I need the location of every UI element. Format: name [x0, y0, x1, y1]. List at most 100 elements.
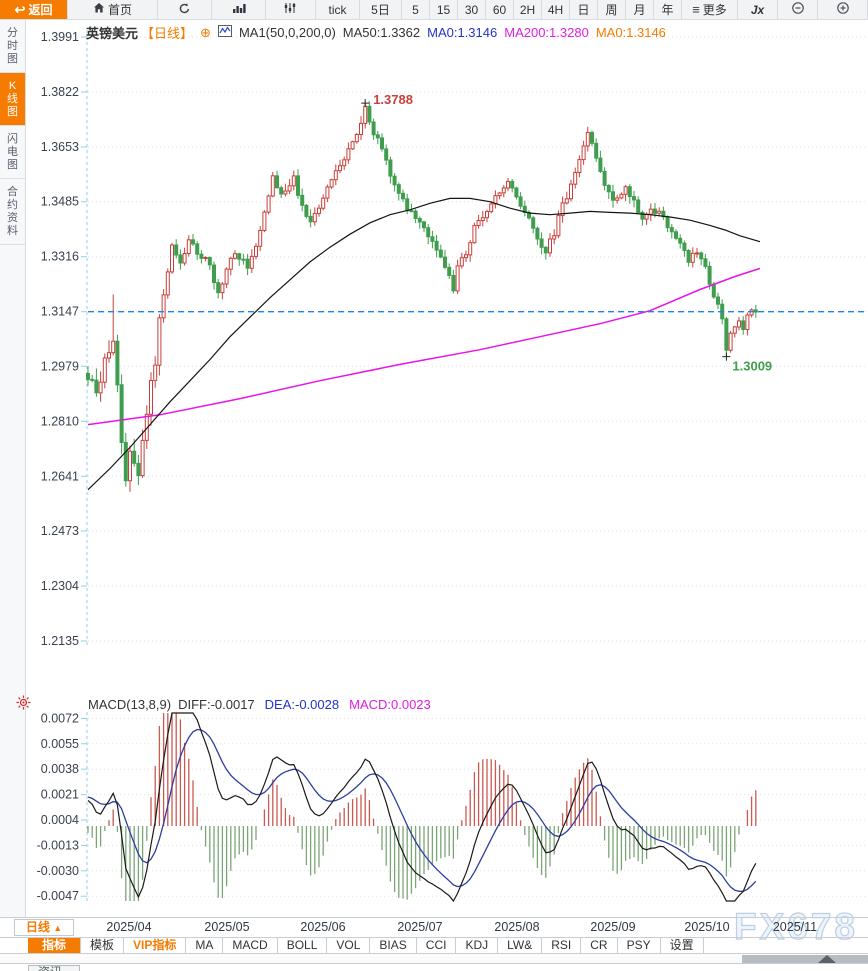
price-axis-label: 1.2810	[41, 414, 79, 428]
toolbar-item-daily[interactable]: 日	[570, 0, 598, 19]
back-icon: ↩	[14, 1, 26, 17]
indicator-alert-icon[interactable]	[15, 694, 32, 716]
toolbar-item-weekly[interactable]: 周	[598, 0, 626, 19]
bars-icon	[232, 2, 246, 17]
high-annotation: 1.3788	[373, 92, 413, 107]
toolbar-item-indicator-settings[interactable]	[266, 0, 316, 19]
sidebar-item-char: 合	[7, 186, 18, 198]
tab-VIP指标[interactable]: VIP指标	[124, 938, 187, 953]
sidebar-item-contract-info[interactable]: 合约资料	[0, 179, 25, 245]
toolbar-item-2h[interactable]: 2H	[514, 0, 542, 19]
macd-axis-label: -0.0013	[37, 838, 79, 852]
collapse-up-icon[interactable]	[818, 955, 836, 963]
macd-params: MACD(13,8,9)	[88, 697, 172, 712]
date-axis-label: 2025/07	[397, 920, 442, 934]
toolbar-label: 首页	[107, 3, 132, 17]
toolbar-item-tick[interactable]: tick	[316, 0, 360, 19]
sidebar-item-char: 约	[7, 199, 18, 211]
toolbar-item-yearly[interactable]: 年	[654, 0, 682, 19]
toolbar-item-back[interactable]: ↩ 返回	[0, 0, 68, 19]
toolbar-label: 5	[412, 2, 419, 17]
toolbar-item-5d[interactable]: 5日	[360, 0, 402, 19]
toolbar-item-fx-function[interactable]: Jx	[738, 0, 778, 19]
tab-BIAS[interactable]: BIAS	[370, 938, 417, 953]
period-selector[interactable]: 日线 ▲	[14, 919, 74, 936]
toolbar-item-4h[interactable]: 4H	[542, 0, 570, 19]
sidebar-item-char: 闪	[7, 133, 18, 145]
ma0-orange-value: MA0:1.3146	[595, 25, 666, 40]
tab-KDJ[interactable]: KDJ	[456, 938, 499, 953]
tab-BOLL[interactable]: BOLL	[277, 938, 328, 953]
ma50-line	[87, 197, 761, 491]
sidebar-item-char: 分	[7, 27, 18, 39]
toolbar-item-home[interactable]: 首页	[68, 0, 158, 19]
sidebar-item-char: 图	[7, 106, 18, 118]
toolbar-label: 4H	[547, 2, 564, 17]
tab-CCI[interactable]: CCI	[416, 938, 457, 953]
toolbar-item-refresh[interactable]	[158, 0, 212, 19]
toolbar-label: 月	[633, 3, 646, 17]
toolbar-item-15m[interactable]: 15	[430, 0, 458, 19]
period-label: 【日线】	[141, 26, 194, 41]
price-axis-label: 1.2135	[41, 634, 79, 648]
ma-settings: MA1(50,0,200,0)	[238, 25, 336, 40]
scrollbar-thumb[interactable]	[742, 955, 868, 963]
price-axis-label: 1.2641	[41, 469, 79, 483]
toolbar-item-more[interactable]: ≡ 更多	[682, 0, 738, 19]
macd-axis-label: 0.0072	[41, 711, 79, 725]
macd-dea-value: DEA:-0.0028	[264, 697, 340, 712]
ma200-line	[87, 267, 761, 426]
date-axis-label: 2025/11	[773, 920, 817, 934]
toolbar-item-zoom-in[interactable]	[818, 0, 868, 19]
macd-value: MACD:0.0023	[349, 697, 431, 712]
toolbar-label: 日	[577, 3, 590, 17]
macd-axis-label: 0.0038	[41, 762, 79, 776]
toolbar-item-5m[interactable]: 5	[402, 0, 430, 19]
date-axis-label: 2025/05	[204, 920, 249, 934]
candles-icon	[284, 2, 298, 17]
toolbar-label: 15	[436, 2, 451, 17]
top-toolbar: ↩ 返回 首页 tick 5日 5 15 30 60 2H 4H 日 周 月 年 ≡ 更多 Jx	[0, 0, 868, 20]
tab-PSY[interactable]: PSY	[617, 938, 661, 953]
tab-MA[interactable]: MA	[186, 938, 224, 953]
refresh-icon	[178, 2, 191, 18]
chart-legend: 英镑美元 【日线】 ⊕ MA1(50,0,200,0) MA50:1.3362 …	[86, 23, 666, 42]
tab-模板[interactable]: 模板	[81, 938, 125, 953]
toolbar-item-monthly[interactable]: 月	[626, 0, 654, 19]
horizontal-scrollbar[interactable]	[0, 953, 868, 964]
tab-news[interactable]: 资讯	[28, 965, 80, 971]
toolbar-item-chart-type[interactable]	[212, 0, 266, 19]
tab-VOL[interactable]: VOL	[327, 938, 371, 953]
tab-RSI[interactable]: RSI	[542, 938, 582, 953]
sidebar-item-lightning-chart[interactable]: 闪电图	[0, 126, 25, 179]
toolbar-label: 30	[464, 2, 479, 17]
tab-MACD[interactable]: MACD	[223, 938, 278, 953]
line-chart-icon	[217, 25, 232, 40]
toolbar-item-60m[interactable]: 60	[486, 0, 514, 19]
toolbar-item-zoom-out[interactable]	[778, 0, 818, 19]
sidebar-item-char: K	[8, 80, 17, 92]
tab-LW&[interactable]: LW&	[498, 938, 543, 953]
price-axis-label: 1.3316	[41, 250, 79, 264]
sidebar-item-time-chart[interactable]: 分时图	[0, 20, 25, 73]
tab-指标[interactable]: 指标	[28, 938, 82, 953]
price-axis-label: 1.2473	[41, 524, 79, 538]
toolbar-label: 5日	[371, 3, 390, 17]
macd-axis-label: -0.0030	[37, 864, 79, 878]
toolbar-item-30m[interactable]: 30	[458, 0, 486, 19]
tab-设置[interactable]: 设置	[660, 938, 704, 953]
symbol-name: 英镑美元	[86, 26, 139, 41]
price-axis-label: 1.3822	[41, 85, 79, 99]
divider-line	[0, 937, 868, 938]
toolbar-label: 更多	[702, 3, 727, 17]
sidebar-item-char: 电	[7, 146, 18, 158]
toolbar-label: Jx	[750, 2, 765, 17]
macd-axis-label: 0.0021	[41, 788, 79, 802]
price-axis-label: 1.3653	[41, 140, 79, 154]
tab-CR[interactable]: CR	[581, 938, 618, 953]
add-indicator-icon[interactable]: ⊕	[200, 24, 211, 40]
